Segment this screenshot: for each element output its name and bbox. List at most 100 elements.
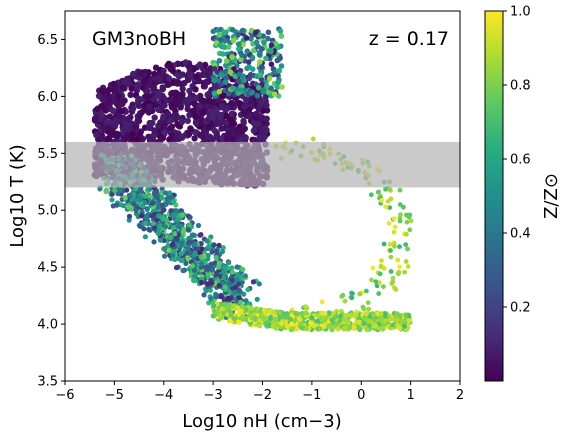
data-point [115, 112, 123, 119]
data-point [209, 267, 215, 273]
data-point [222, 37, 228, 44]
data-point [225, 306, 231, 312]
data-point [248, 305, 254, 311]
data-point [174, 235, 180, 241]
data-point [383, 204, 389, 210]
data-point [271, 91, 278, 97]
data-point [145, 103, 153, 110]
data-point [192, 252, 198, 258]
data-point [218, 72, 224, 78]
data-point [198, 241, 204, 247]
data-point [184, 105, 191, 113]
data-point [192, 73, 200, 80]
x-tick-label: −2 [253, 388, 272, 403]
data-point [132, 123, 140, 131]
data-point [152, 79, 159, 87]
colorbar-tick-label: 0.2 [510, 301, 531, 316]
data-point [217, 111, 225, 119]
data-point [231, 66, 237, 72]
data-point [401, 323, 407, 329]
data-point [172, 112, 180, 119]
data-point [179, 240, 185, 246]
data-point [254, 296, 260, 302]
data-point [176, 97, 183, 105]
data-point [289, 321, 295, 327]
data-point [167, 199, 173, 205]
data-point [185, 240, 191, 246]
colorbar [484, 10, 504, 382]
data-point [244, 65, 250, 72]
data-point [204, 69, 211, 77]
data-point [396, 313, 403, 319]
data-point [279, 314, 285, 320]
data-point [214, 120, 221, 127]
data-point [198, 232, 204, 238]
data-point [260, 107, 267, 114]
data-point [163, 217, 170, 223]
data-point [134, 117, 141, 125]
data-point [129, 130, 136, 138]
data-point [102, 88, 109, 95]
data-point [204, 238, 210, 244]
data-point [314, 318, 320, 324]
data-point [398, 212, 403, 218]
data-point [392, 243, 397, 249]
data-point [257, 72, 264, 78]
data-point [109, 197, 115, 203]
x-tick-label: 0 [357, 388, 365, 403]
data-point [263, 102, 270, 109]
data-point [184, 76, 192, 84]
data-point [323, 315, 329, 321]
data-point [119, 84, 127, 91]
data-point [157, 237, 164, 243]
data-point [171, 211, 177, 218]
data-point [162, 190, 168, 196]
data-point [159, 84, 166, 91]
data-point [350, 291, 355, 296]
data-point [343, 312, 349, 319]
data-point [229, 54, 235, 60]
y-tick-label: 4.5 [37, 261, 58, 276]
data-point [378, 264, 384, 270]
data-point [228, 312, 234, 318]
data-point [94, 105, 101, 113]
data-point [373, 279, 379, 285]
data-point [377, 280, 382, 286]
data-point [284, 311, 290, 317]
data-point [216, 58, 223, 64]
data-point [222, 79, 229, 85]
data-point [119, 126, 127, 133]
data-point [135, 81, 142, 89]
data-point [164, 110, 172, 118]
data-point [240, 117, 247, 125]
data-point [273, 40, 279, 47]
data-point [303, 304, 308, 310]
data-point [178, 118, 185, 126]
data-point [388, 254, 394, 260]
data-point [258, 46, 265, 52]
data-point [237, 136, 244, 143]
data-point [256, 51, 263, 58]
data-point [173, 134, 180, 142]
data-point [202, 61, 209, 69]
data-point [205, 123, 213, 131]
data-point [121, 135, 128, 143]
data-point [198, 279, 204, 286]
data-point [154, 217, 160, 223]
data-point [405, 264, 411, 269]
data-point [192, 129, 199, 136]
data-point [240, 41, 246, 48]
data-point [192, 278, 198, 284]
data-point [278, 320, 284, 326]
data-point [211, 90, 218, 97]
data-point [340, 292, 346, 298]
y-axis-label: Log10 T (K) [7, 144, 28, 247]
data-point [387, 205, 393, 211]
x-tick-label: 1 [406, 388, 414, 403]
colorbar-label: Z/Z⊙ [541, 173, 562, 219]
data-point [293, 310, 299, 316]
colorbar-ticks: 0.2 0.4 0.6 0.8 1.0 [503, 5, 531, 316]
data-point [241, 103, 249, 110]
data-point [277, 28, 284, 34]
data-point [169, 194, 175, 201]
